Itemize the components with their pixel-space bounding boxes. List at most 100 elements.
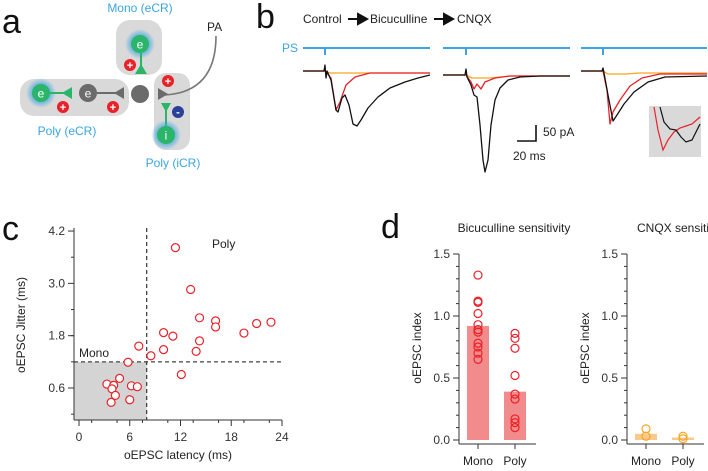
x-tick-label: Poly <box>503 454 526 468</box>
x-tick-label: 12 <box>174 430 188 444</box>
plus-icon <box>124 59 136 71</box>
data-point <box>510 418 520 428</box>
data-point <box>210 322 221 332</box>
data-point <box>473 308 483 319</box>
y-tick-label: 0.5 <box>601 371 618 385</box>
data-point <box>473 354 483 364</box>
x-axis-label: oEPSC latency (ms) <box>124 448 232 462</box>
plus-icon <box>107 101 119 113</box>
panel-d-bars: d Bicuculline sensitivity oEPSC index 0.0 0… <box>381 208 708 468</box>
trace-control <box>303 64 431 127</box>
data-point <box>110 390 120 401</box>
y-tick-label: 0.0 <box>433 433 450 447</box>
data-point <box>510 343 520 353</box>
x-tick-label: 6 <box>126 430 133 444</box>
plus-sign: + <box>165 76 171 88</box>
chart-title: Bicuculline sensitivity <box>458 221 571 235</box>
x-tick-label: 0 <box>76 430 83 444</box>
excitatory-neuron-icon <box>131 35 149 53</box>
panel-letter-c: c <box>2 210 19 248</box>
legend-control: Control <box>303 12 342 26</box>
data-point <box>252 318 262 329</box>
target-neuron-icon <box>131 85 149 103</box>
synapse-triangle-icon <box>62 87 72 99</box>
interneuron-icon <box>79 84 97 102</box>
chart-title: CNQX sensitivity <box>637 221 708 235</box>
plus-sign: + <box>60 102 66 114</box>
minus-icon <box>172 106 184 118</box>
bar-poly <box>504 391 526 440</box>
legend-bicuculline: Bicuculline <box>370 12 428 26</box>
data-point <box>641 431 651 441</box>
data-point <box>473 327 483 337</box>
panel-b-traces: b Control Bicuculline CNQX PS 50 pA 20 m… <box>256 0 708 173</box>
x-tick-label: 24 <box>275 430 289 444</box>
data-point <box>239 328 249 338</box>
data-point <box>641 424 651 434</box>
scale-bar <box>517 125 537 142</box>
poly-ecr-label: Poly (eCR) <box>38 124 97 138</box>
data-point <box>678 434 688 444</box>
arrow-right-icon <box>348 12 370 26</box>
data-point <box>194 336 205 346</box>
y-tick-label: 0.6 <box>48 381 65 395</box>
bar-poly <box>672 437 694 440</box>
mono-region-label: Mono <box>79 346 109 360</box>
plus-sign: + <box>110 102 116 114</box>
y-axis-label: oEPSC index <box>410 312 424 383</box>
panel-c-scatter: c 0 6 12 18 24 0.6 1.8 3.0 4.2 Poly Mono oEPSC l… <box>2 210 289 462</box>
data-point <box>106 397 116 407</box>
data-point <box>473 342 483 352</box>
y-tick-label: 1.5 <box>433 247 450 261</box>
y-axis-label: oEPSC index <box>578 312 592 383</box>
data-point <box>158 345 169 355</box>
synapse-triangle-icon <box>161 103 171 112</box>
legend-cnqx: CNQX <box>457 12 492 26</box>
data-point <box>158 328 169 338</box>
data-point <box>510 389 520 399</box>
data-point <box>473 338 483 348</box>
inset-trace-control <box>659 106 701 143</box>
data-point <box>473 270 483 280</box>
ps-label: PS <box>282 41 298 55</box>
y-tick-label: 0.0 <box>601 433 618 447</box>
data-point <box>510 370 520 381</box>
scale-x-label: 20 ms <box>513 149 546 163</box>
y-tick-label: 1.0 <box>601 309 618 323</box>
panel-letter-d: d <box>381 208 400 246</box>
ps-stimulus-lines <box>303 47 707 55</box>
trace-control <box>581 67 708 122</box>
x-tick-label: Poly <box>671 454 694 468</box>
scale-y-label: 50 pA <box>543 125 574 139</box>
data-point <box>510 333 520 343</box>
trace-control <box>443 68 570 173</box>
plus-icon <box>162 75 174 87</box>
data-point <box>191 346 201 356</box>
y-tick-label: 1.0 <box>433 309 450 323</box>
poly-icr-label: Poly (iCR) <box>146 156 201 170</box>
data-point <box>168 331 178 341</box>
cell-label: e <box>137 38 144 52</box>
data-point <box>170 243 181 253</box>
data-point <box>473 297 483 307</box>
synapse-triangle-icon <box>135 64 147 74</box>
data-point <box>510 414 520 424</box>
data-point <box>194 313 205 323</box>
trace-bicuculline <box>443 74 570 90</box>
data-point <box>510 423 520 433</box>
data-point <box>114 373 125 384</box>
panel-a-diagram: a Mono (eCR) Poly (eCR) Poly (iCR) PA e … <box>2 1 222 170</box>
bar-mono <box>635 433 657 440</box>
y-tick-label: 1.5 <box>601 247 618 261</box>
x-tick-label: 18 <box>225 430 239 444</box>
plus-icon <box>57 101 69 113</box>
pa-axon <box>164 35 217 96</box>
y-tick-label: 0.5 <box>433 371 450 385</box>
y-tick-label: 4.2 <box>48 224 65 238</box>
mono-ecr-label: Mono (eCR) <box>107 1 172 15</box>
data-point <box>132 382 142 392</box>
bar-mono <box>467 325 489 440</box>
y-tick-label: 3.0 <box>48 276 65 290</box>
data-point <box>473 348 483 358</box>
